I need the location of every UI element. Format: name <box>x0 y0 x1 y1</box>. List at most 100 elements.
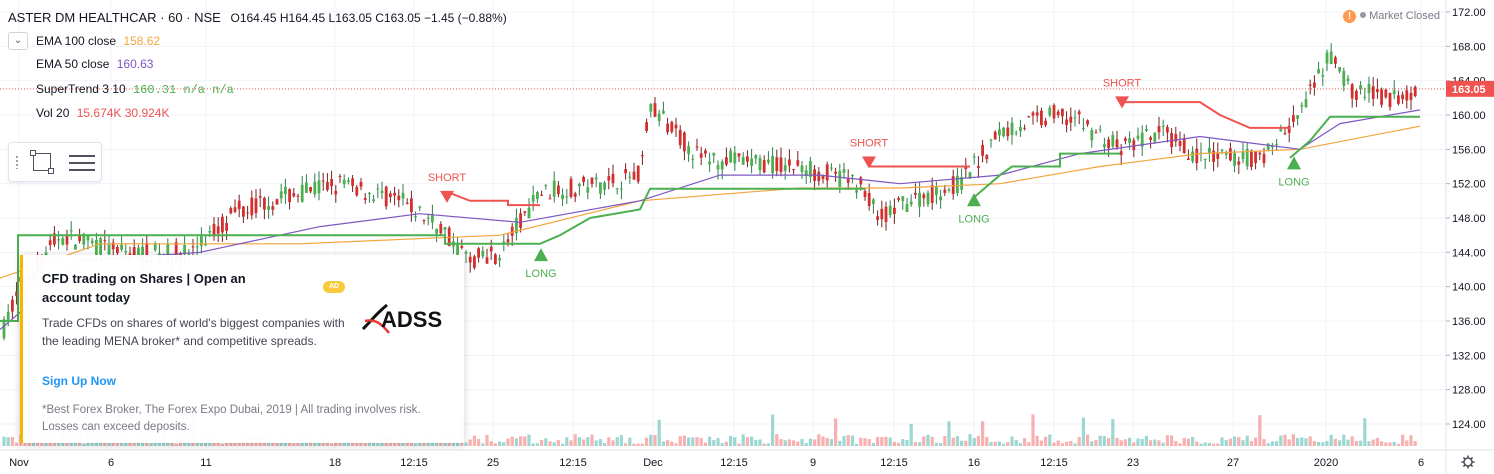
volume-bar <box>607 437 611 446</box>
supertrend-down-line <box>1122 101 1290 129</box>
volume-bar <box>1245 435 1249 446</box>
volume-bar <box>1010 436 1014 446</box>
symbol-title[interactable]: ASTER DM HEALTHCAR · 60 · NSE O164.45 H1… <box>8 10 507 25</box>
volume-bar <box>586 437 590 446</box>
candle-body <box>767 159 770 163</box>
volume-bar <box>1338 440 1342 446</box>
candle-body <box>804 170 808 177</box>
candle-body <box>515 218 518 234</box>
candle-body <box>342 179 346 185</box>
volume-bar <box>741 434 745 446</box>
volume-bar <box>733 437 737 446</box>
candle-body <box>1098 129 1102 131</box>
candle-body <box>489 246 493 252</box>
volume-bar <box>1002 443 1006 446</box>
candle-body <box>1082 128 1085 130</box>
candle-body <box>212 224 216 237</box>
candle-body <box>716 165 720 170</box>
indicator-volume[interactable]: Vol 20 15.674K 30.924K <box>36 106 169 120</box>
candle-body <box>153 243 157 251</box>
indicator-ema100[interactable]: EMA 100 close 158.62 <box>36 34 160 48</box>
volume-bar <box>603 442 607 446</box>
candle-body <box>120 244 123 250</box>
candle-body <box>418 206 422 208</box>
candle-body <box>586 187 590 193</box>
candle-body <box>326 182 329 190</box>
candle-body <box>468 256 472 263</box>
time-tick-label: 12:15 <box>880 457 908 469</box>
candle-body <box>964 167 968 170</box>
candle-body <box>48 240 52 246</box>
current-price-label: 163.05 <box>1452 84 1486 96</box>
volume-bar <box>1111 418 1115 446</box>
volume-bar <box>1241 440 1245 446</box>
volume-bar <box>1165 435 1169 446</box>
candle-body <box>1308 84 1312 86</box>
candle-body <box>229 208 233 214</box>
candle-body <box>733 152 737 164</box>
ad-footnote: *Best Forex Broker, The Forex Expo Dubai… <box>42 404 421 433</box>
warning-icon[interactable]: ! <box>1343 10 1357 23</box>
candle-body <box>90 240 94 244</box>
collapse-legend-button[interactable]: ⌄ <box>8 32 28 50</box>
time-tick-label: 16 <box>968 457 980 469</box>
time-tick-label: 9 <box>810 457 816 469</box>
sign-up-link[interactable]: Sign Up Now <box>42 374 116 388</box>
candle-body <box>44 252 48 257</box>
candle-body <box>615 188 619 190</box>
candle-body <box>519 213 522 228</box>
volume-bar <box>771 414 775 446</box>
volume-bar <box>367 441 371 446</box>
volume-bar <box>1023 438 1027 446</box>
select-area-icon[interactable] <box>30 150 54 174</box>
gear-icon[interactable] <box>1461 455 1475 469</box>
candle-body <box>95 240 98 255</box>
candle-body <box>422 220 426 222</box>
time-tick-label: 12:15 <box>559 457 587 469</box>
candle-body <box>1073 117 1077 119</box>
candle-body <box>242 206 245 217</box>
advertisement-card[interactable]: CFD trading on Shares | Open an account … <box>20 255 464 443</box>
candle-body <box>863 191 867 198</box>
candle-body <box>972 156 976 158</box>
indicator-supertrend[interactable]: SuperTrend 3 10 160.31 n/a n/a <box>36 82 234 97</box>
candle-body <box>594 177 598 180</box>
menu-lines-icon[interactable] <box>69 153 95 171</box>
volume-bar <box>972 438 976 446</box>
candle-body <box>1061 108 1064 117</box>
volume-bar <box>1094 439 1098 446</box>
candle-body <box>405 202 409 205</box>
candle-body <box>1287 125 1291 133</box>
indicator-ema50[interactable]: EMA 50 close 160.63 <box>36 57 153 71</box>
candle-body <box>267 206 270 210</box>
candle-body <box>183 245 186 254</box>
candle-body <box>305 182 308 193</box>
ad-badge: AD <box>323 281 345 293</box>
candle-body <box>523 211 527 213</box>
volume-bar <box>678 436 682 446</box>
volume-bar <box>657 419 661 446</box>
candle-body <box>510 226 514 236</box>
drag-handle[interactable] <box>15 155 19 169</box>
volume-bar <box>1102 436 1106 446</box>
candle-body <box>708 161 711 165</box>
candle-body <box>78 235 81 241</box>
volume-bar <box>1350 436 1354 446</box>
candle-body <box>330 178 333 187</box>
volume-bar <box>1392 441 1396 446</box>
volume-bar <box>1207 442 1211 446</box>
adss-logo[interactable]: ADSS <box>359 299 459 339</box>
volume-bar <box>296 442 300 446</box>
volume-bar <box>1195 441 1199 446</box>
volume-bar <box>514 438 518 446</box>
candle-body <box>401 192 405 199</box>
time-tick-label: 12:15 <box>400 457 428 469</box>
drawing-toolbar[interactable] <box>8 142 102 182</box>
volume-bar <box>594 440 598 446</box>
volume-bar <box>695 437 699 446</box>
price-tick-label: 136.00 <box>1452 316 1486 328</box>
time-tick-label: 25 <box>487 457 499 469</box>
volume-bar <box>850 435 854 446</box>
volume-bar <box>1149 440 1153 446</box>
candle-body <box>111 242 115 250</box>
